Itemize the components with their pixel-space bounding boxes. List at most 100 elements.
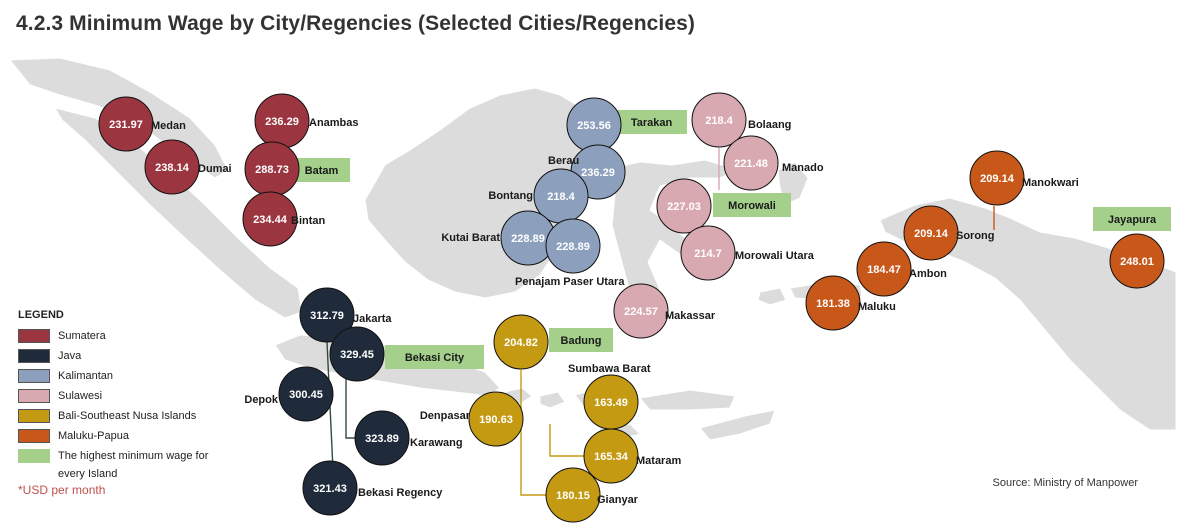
wage-value-label: 228.89 <box>556 241 590 253</box>
legend-swatch-sumatera <box>18 329 50 343</box>
wage-bubble <box>545 218 601 274</box>
city-name-label: Badung <box>561 335 602 347</box>
highest-wage-highlight <box>616 110 687 134</box>
city-name-label: Karawang <box>410 437 463 449</box>
highest-wage-highlight <box>385 345 484 369</box>
land-papua <box>879 197 1177 431</box>
city-name-label: Bintan <box>291 215 326 227</box>
city-marker-morowali: Morowali 227.03 <box>656 178 791 234</box>
wage-value-label: 190.63 <box>479 414 513 426</box>
city-marker-sumbawa-barat: 163.49 Sumbawa Barat <box>568 363 651 430</box>
highest-wage-highlight <box>549 328 613 352</box>
wage-value-label: 321.43 <box>313 483 347 495</box>
legend-item-bali-nusa: Bali-Southeast Nusa Islands <box>18 407 248 427</box>
wage-value-label: 228.89 <box>511 233 545 245</box>
city-marker-badung: Badung 204.82 <box>493 314 613 370</box>
wage-bubble <box>545 467 601 523</box>
wage-value-label: 323.89 <box>365 433 399 445</box>
land-lombok <box>539 391 566 409</box>
wage-bubble <box>656 178 712 234</box>
city-name-label: Anambas <box>309 117 359 129</box>
city-name-label: Manado <box>782 162 824 174</box>
wage-value-label: 163.49 <box>594 397 628 409</box>
city-marker-batam: Batam 288.73 <box>244 141 350 197</box>
city-marker-bintan: 234.44 Bintan <box>242 191 326 247</box>
legend-label-bali-nusa: Bali-Southeast Nusa Islands <box>58 410 197 422</box>
city-marker-maluku: 181.38 Maluku <box>805 275 896 331</box>
city-name-label: Denpasar <box>420 410 471 422</box>
city-marker-morowali-utara: 214.7 Morowali Utara <box>680 225 815 281</box>
wage-bubble <box>278 366 334 422</box>
wage-value-label: 227.03 <box>667 201 701 213</box>
city-name-label: Sumbawa Barat <box>568 363 651 375</box>
wage-value-label: 238.14 <box>155 162 190 174</box>
city-marker-bontang: 218.4 Bontang <box>488 168 589 224</box>
wage-value-label: 218.4 <box>547 191 575 203</box>
source-note: Source: Ministry of Manpower <box>992 477 1139 489</box>
city-name-label: Depok <box>244 394 279 406</box>
wage-value-label: 218.4 <box>705 115 733 127</box>
city-marker-manado: 221.48 Manado <box>723 135 824 191</box>
city-name-label: Jayapura <box>1108 214 1157 226</box>
city-name-label: Jakarta <box>353 313 392 325</box>
legend-swatch-highest <box>18 449 50 463</box>
legend-swatch-bali-nusa <box>18 409 50 423</box>
marker-layer: 231.97 Medan 238.14 Dumai 236.29 Anambas Batam… <box>98 92 1171 523</box>
city-marker-sorong: 209.14 Sorong <box>903 205 995 261</box>
highest-wage-highlight <box>293 158 350 182</box>
wage-value-label: 165.34 <box>594 451 629 463</box>
wage-value-label: 248.01 <box>1120 256 1154 268</box>
legend-label-sulawesi: Sulawesi <box>58 390 103 402</box>
city-marker-mataram: 165.34 Mataram <box>583 428 681 484</box>
legend-swatch-java <box>18 349 50 363</box>
wage-value-label: 209.14 <box>914 228 949 240</box>
city-name-label: Morowali <box>728 200 776 212</box>
wage-value-label: 300.45 <box>289 389 323 401</box>
wage-value-label: 231.97 <box>109 119 143 131</box>
wage-value-label: 312.79 <box>310 310 344 322</box>
wage-value-label: 184.47 <box>867 264 901 276</box>
wage-bubble <box>903 205 959 261</box>
city-name-label: Sorong <box>956 230 995 242</box>
page-title: 4.2.3 Minimum Wage by City/Regencies (Se… <box>16 12 696 35</box>
wage-bubble <box>329 326 385 382</box>
wage-value-label: 181.38 <box>816 298 850 310</box>
wage-value-label: 224.57 <box>624 306 658 318</box>
wage-bubble <box>613 283 669 339</box>
wage-bubble <box>98 96 154 152</box>
city-name-label: Dumai <box>198 163 232 175</box>
wage-value-label: 209.14 <box>980 173 1015 185</box>
legend-label-highest: The highest minimum wage for every Islan… <box>58 450 209 480</box>
city-name-label: Manokwari <box>1022 177 1079 189</box>
wage-bubble <box>354 410 410 466</box>
legend-item-highest: The highest minimum wage for every Islan… <box>18 447 248 483</box>
city-name-label: Kutai Barat <box>441 232 500 244</box>
city-marker-kutai-barat: 228.89 Kutai Barat <box>441 210 556 266</box>
highest-wage-highlight <box>1093 207 1171 231</box>
wage-value-label: 204.82 <box>504 337 538 349</box>
city-name-label: Bontang <box>488 190 533 202</box>
wage-bubble <box>805 275 861 331</box>
city-marker-anambas: 236.29 Anambas <box>254 93 359 149</box>
legend-item-maluku-papua: Maluku-Papua <box>18 427 248 447</box>
wage-bubble <box>493 314 549 370</box>
city-marker-manokwari: 209.14 Manokwari <box>969 150 1079 206</box>
city-marker-penajam-paser-utara: 228.89 Penajam Paser Utara <box>515 218 625 288</box>
legend-item-sumatera: Sumatera <box>18 327 248 347</box>
wage-value-label: 214.7 <box>694 248 722 260</box>
legend-label-maluku-papua: Maluku-Papua <box>58 430 129 442</box>
wage-value-label: 329.45 <box>340 349 374 361</box>
city-marker-makassar: 224.57 Makassar <box>613 283 716 339</box>
city-marker-karawang: 323.89 Karawang <box>354 410 463 466</box>
city-name-label: Berau <box>548 155 579 167</box>
city-name-label: Tarakan <box>631 117 673 129</box>
legend: LEGEND Sumatera Java Kalimantan Sulawesi… <box>18 309 248 497</box>
land-timor <box>699 409 776 441</box>
city-marker-jakarta: 312.79 Jakarta <box>299 287 392 343</box>
city-marker-bolaang: 218.4 Bolaang <box>691 92 791 148</box>
city-name-label: Gianyar <box>597 494 639 506</box>
legend-title: LEGEND <box>18 309 64 321</box>
legend-label-kalimantan: Kalimantan <box>58 370 114 382</box>
city-name-label: Bekasi City <box>405 352 465 364</box>
